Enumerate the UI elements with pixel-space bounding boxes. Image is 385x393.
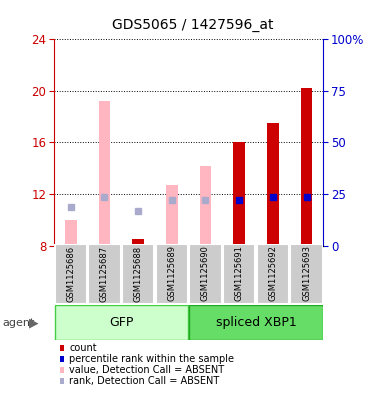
Text: GSM1125689: GSM1125689 bbox=[167, 246, 176, 301]
Text: agent: agent bbox=[2, 318, 34, 328]
FancyBboxPatch shape bbox=[189, 305, 323, 340]
Text: value, Detection Call = ABSENT: value, Detection Call = ABSENT bbox=[69, 365, 224, 375]
FancyBboxPatch shape bbox=[88, 244, 121, 304]
FancyBboxPatch shape bbox=[189, 244, 222, 304]
FancyBboxPatch shape bbox=[55, 305, 188, 340]
Text: rank, Detection Call = ABSENT: rank, Detection Call = ABSENT bbox=[69, 376, 219, 386]
Bar bbox=[199, 166, 211, 246]
Text: GSM1125690: GSM1125690 bbox=[201, 246, 210, 301]
Text: GSM1125691: GSM1125691 bbox=[235, 246, 244, 301]
FancyBboxPatch shape bbox=[122, 244, 154, 304]
Text: GSM1125692: GSM1125692 bbox=[268, 246, 277, 301]
Bar bbox=[166, 185, 178, 246]
Text: GFP: GFP bbox=[109, 316, 134, 329]
Text: GDS5065 / 1427596_at: GDS5065 / 1427596_at bbox=[112, 18, 273, 32]
Bar bbox=[233, 142, 245, 246]
Text: ▶: ▶ bbox=[29, 316, 38, 330]
Text: percentile rank within the sample: percentile rank within the sample bbox=[69, 354, 234, 364]
Text: GSM1125693: GSM1125693 bbox=[302, 246, 311, 301]
FancyBboxPatch shape bbox=[156, 244, 188, 304]
Bar bbox=[65, 220, 77, 246]
Text: spliced XBP1: spliced XBP1 bbox=[216, 316, 296, 329]
Text: count: count bbox=[69, 343, 97, 353]
FancyBboxPatch shape bbox=[55, 244, 87, 304]
Bar bbox=[132, 239, 144, 246]
FancyBboxPatch shape bbox=[257, 244, 289, 304]
Text: GSM1125686: GSM1125686 bbox=[66, 246, 75, 301]
Text: GSM1125687: GSM1125687 bbox=[100, 246, 109, 301]
FancyBboxPatch shape bbox=[290, 244, 323, 304]
Bar bbox=[301, 88, 313, 246]
Text: GSM1125688: GSM1125688 bbox=[134, 246, 142, 301]
Bar bbox=[267, 123, 279, 246]
FancyBboxPatch shape bbox=[223, 244, 255, 304]
Bar bbox=[99, 101, 110, 246]
